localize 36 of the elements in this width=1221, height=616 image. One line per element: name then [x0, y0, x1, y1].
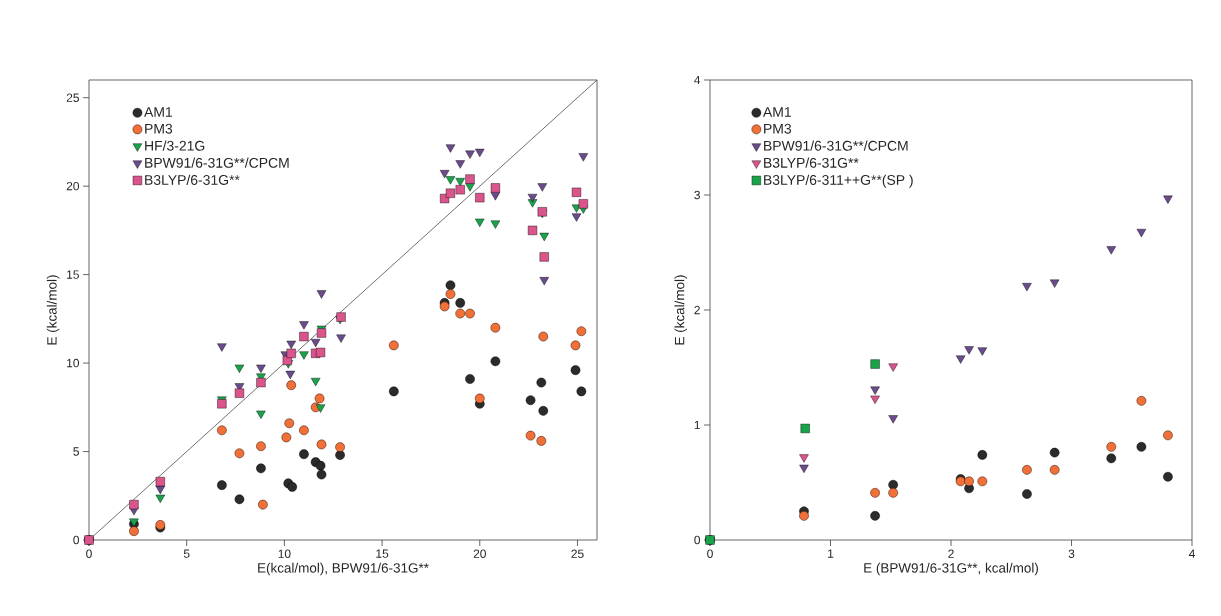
x-tick-label: 10 — [278, 549, 291, 558]
legend-label: HF/3-21G — [145, 140, 205, 151]
x-tick-label: 1 — [828, 549, 834, 558]
x-tick-label: 25 — [571, 549, 584, 558]
y-tick-label: 4 — [694, 75, 701, 85]
x-tick-label: 5 — [183, 549, 190, 558]
legend-label: B3LYP/6-31G** — [764, 157, 859, 168]
legend-label: PM3 — [764, 123, 792, 134]
legend-label: AM1 — [144, 107, 173, 117]
x-tick-label: 3 — [1068, 549, 1075, 558]
y-tick-label: 20 — [66, 181, 80, 191]
y-tick-label: 1 — [694, 420, 700, 430]
x-axis-title: E (BPW91/6-31G**, kcal/mol) — [864, 562, 1038, 576]
y-axis-title: E (kcal/mol) — [674, 275, 687, 345]
legend-label: BPW91/6-31G**/CPCM — [145, 157, 289, 168]
y-tick-label: 5 — [73, 447, 79, 456]
x-tick-label: 15 — [376, 549, 389, 558]
y-tick-label: 0 — [694, 535, 701, 545]
x-tick-label: 0 — [707, 549, 713, 558]
y-tick-label: 3 — [694, 190, 700, 200]
legend-label: B3LYP/6-31G** — [145, 174, 240, 185]
legend-label: PM3 — [145, 123, 173, 134]
x-tick-label: 2 — [948, 549, 954, 558]
x-tick-label: 0 — [86, 549, 92, 558]
x-tick-label: 4 — [1188, 549, 1195, 558]
legend-label: AM1 — [762, 107, 791, 117]
x-tick-label: 20 — [473, 549, 486, 558]
y-tick-label: 15 — [67, 270, 79, 279]
legend-label: BPW91/6-31G**/CPCM — [764, 140, 908, 151]
y-tick-label: 2 — [694, 305, 700, 315]
y-tick-label: 0 — [73, 535, 80, 545]
y-tick-label: 10 — [67, 358, 80, 368]
y-tick-label: 25 — [66, 93, 79, 102]
legend-label: B3LYP/6-311++G**(SP ) — [764, 174, 913, 188]
x-axis-title: E(kcal/mol), BPW91/6-31G** — [258, 562, 429, 576]
y-axis-title: E (kcal/mol) — [46, 275, 60, 345]
